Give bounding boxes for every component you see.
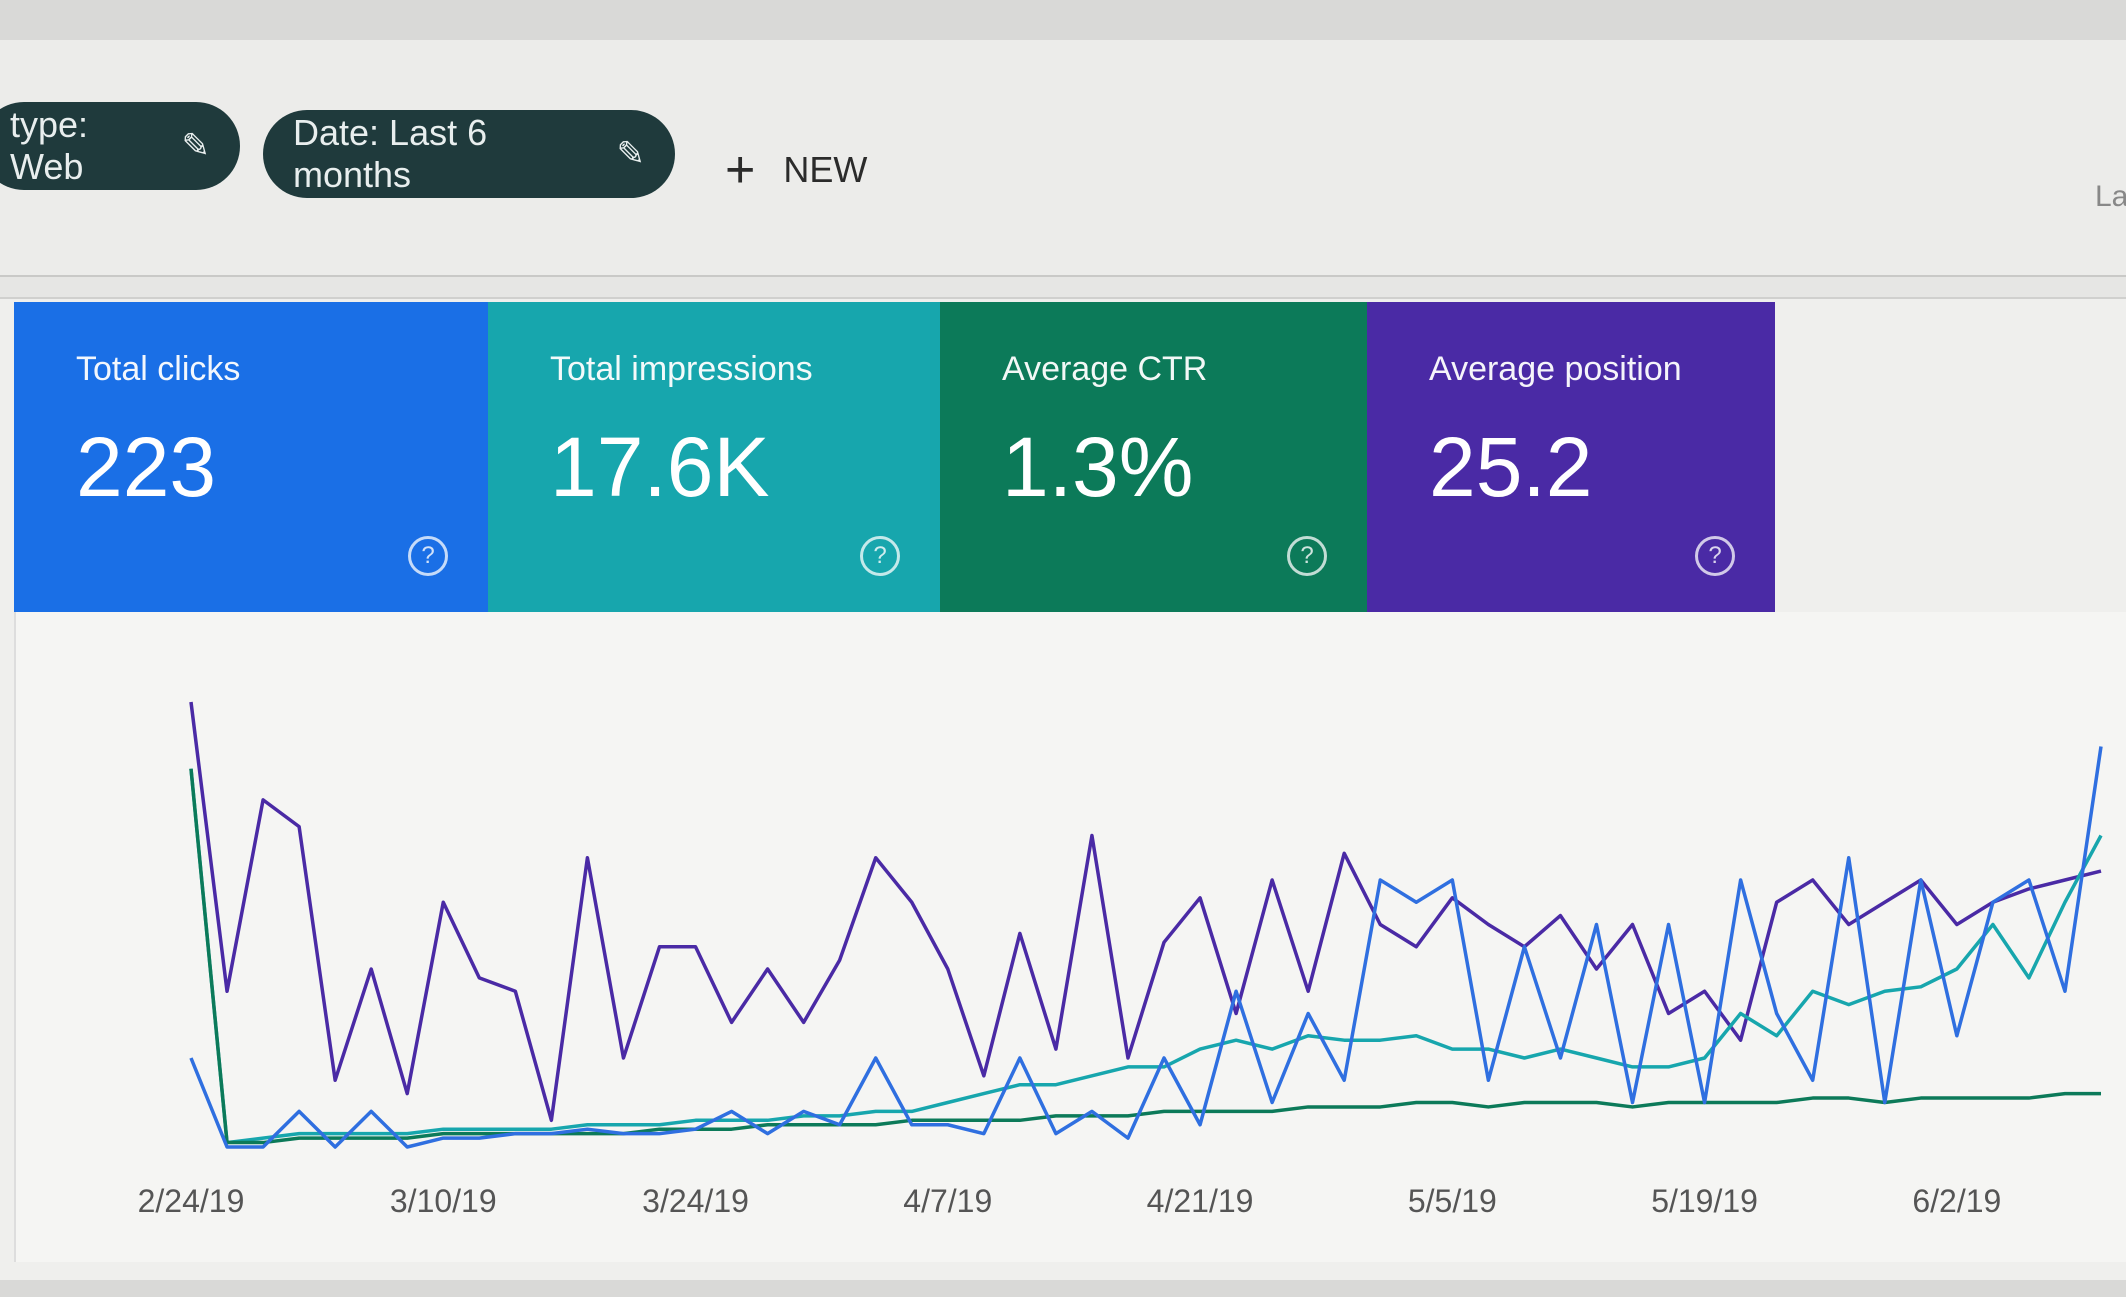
performance-chart-panel: 2/24/19 3/10/19 3/24/19 4/7/19 4/21/19 5/5/19… <box>14 612 2126 1262</box>
x-tick-label: 4/7/19 <box>903 1183 992 1219</box>
card-value: 25.2 <box>1429 420 1593 514</box>
pencil-icon[interactable]: ✎ <box>616 135 646 173</box>
chip-label: type: Web <box>10 104 89 187</box>
date-filter-chip[interactable]: Date: Last 6 months ✎ <box>263 110 675 198</box>
x-tick-label: 2/24/19 <box>138 1183 245 1219</box>
average-position-card[interactable]: Average position 25.2 ? <box>1367 302 1775 612</box>
performance-chart[interactable]: 2/24/19 3/10/19 3/24/19 4/7/19 4/21/19 5/5/19… <box>16 612 2126 1262</box>
filter-bar: type: Web ✎ Date: Last 6 months ✎ + NEW … <box>0 40 2126 277</box>
card-value: 223 <box>76 420 217 514</box>
help-icon[interactable]: ? <box>408 536 448 576</box>
series-line-2 <box>189 768 2101 1145</box>
help-icon[interactable]: ? <box>1695 536 1735 576</box>
help-icon[interactable]: ? <box>1287 536 1327 576</box>
search-type-filter-chip[interactable]: type: Web ✎ <box>0 102 240 190</box>
screen: type: Web ✎ Date: Last 6 months ✎ + NEW … <box>0 40 2126 1280</box>
new-label: NEW <box>783 149 868 190</box>
pencil-icon[interactable]: ✎ <box>181 127 211 165</box>
card-value: 17.6K <box>550 420 770 514</box>
help-icon[interactable]: ? <box>860 536 900 576</box>
series-line-0 <box>189 701 2102 1123</box>
x-tick-label: 6/2/19 <box>1912 1183 2001 1219</box>
card-label: Average CTR <box>1002 350 1208 388</box>
series-line-1 <box>189 768 2103 1145</box>
x-tick-label: 3/24/19 <box>642 1183 749 1219</box>
x-tick-label: 5/19/19 <box>1651 1183 1758 1219</box>
x-tick-label: 3/10/19 <box>390 1183 497 1219</box>
total-impressions-card[interactable]: Total impressions 17.6K ? <box>488 302 940 612</box>
divider <box>0 277 2126 299</box>
card-label: Average position <box>1429 350 1682 388</box>
x-tick-label: 4/21/19 <box>1147 1183 1254 1219</box>
average-ctr-card[interactable]: Average CTR 1.3% ? <box>940 302 1367 612</box>
total-clicks-card[interactable]: Total clicks 223 ? <box>14 302 488 612</box>
card-value: 1.3% <box>1002 420 1194 514</box>
series-line-3 <box>189 746 2103 1149</box>
last-updated-text: La <box>2095 180 2126 213</box>
new-filter-button[interactable]: + NEW <box>725 140 867 200</box>
x-tick-label: 5/5/19 <box>1408 1183 1497 1219</box>
card-label: Total clicks <box>76 350 241 388</box>
chip-label: Date: Last 6 months <box>293 112 488 195</box>
card-label: Total impressions <box>550 350 813 388</box>
metric-cards: Total clicks 223 ? Total impressions 17.… <box>14 302 1775 612</box>
plus-icon: + <box>725 141 756 199</box>
